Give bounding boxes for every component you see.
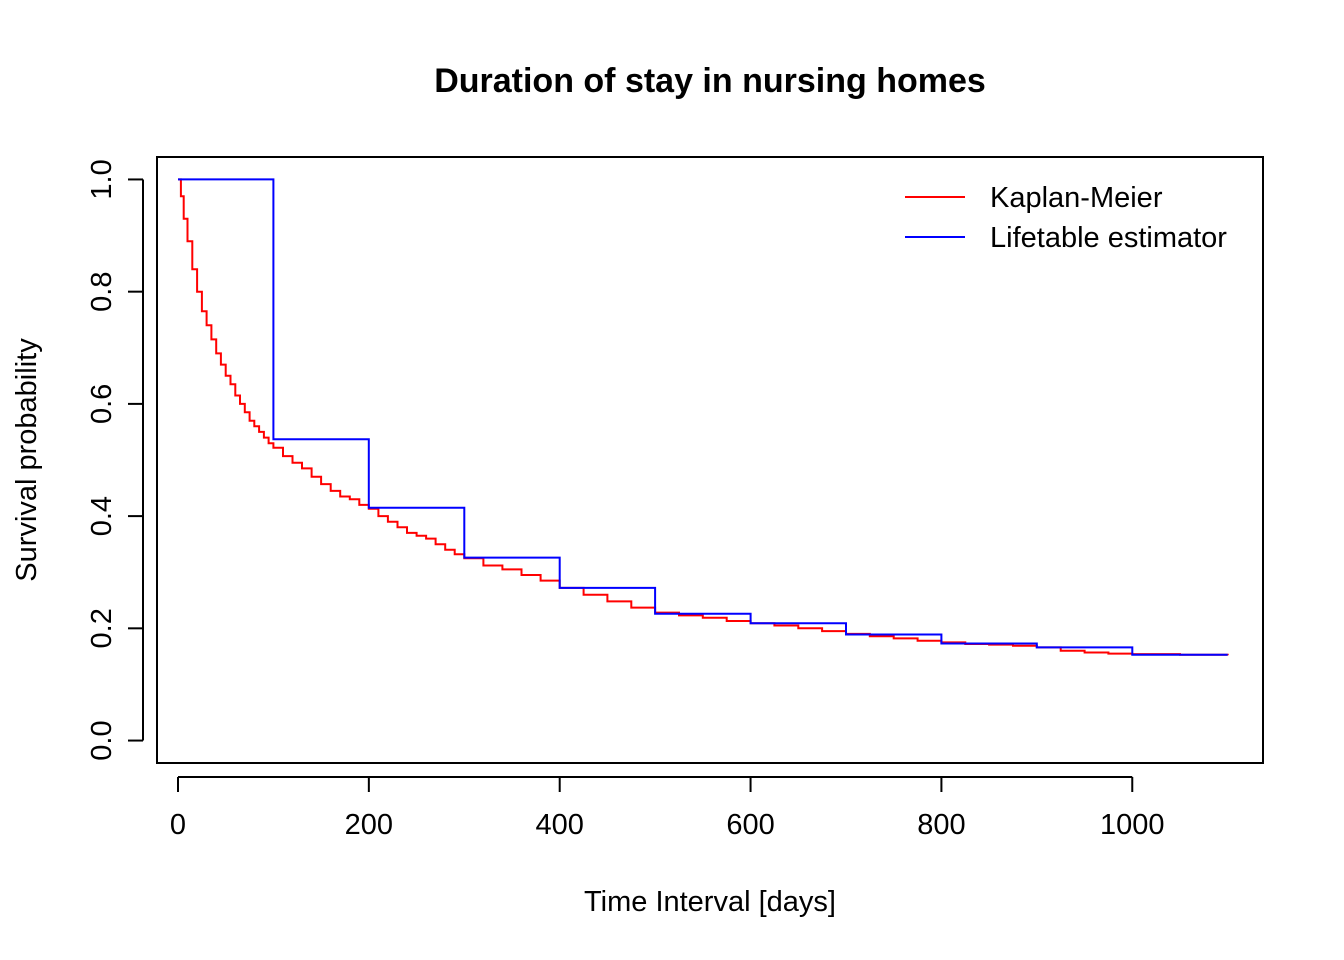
y-tick-label: 0.0	[86, 720, 118, 760]
y-axis-title: Survival probability	[11, 338, 43, 582]
y-tick-label: 0.6	[86, 384, 118, 424]
legend-label-lifetable-estimator: Lifetable estimator	[990, 222, 1227, 254]
axes-group: 0 200 400 600 800 1000 0.0 0.2 0.4 0.6 0.8 1.0	[86, 159, 1165, 841]
chart-title: Duration of stay in nursing homes	[434, 62, 986, 100]
legend-label-kaplan-meier: Kaplan-Meier	[990, 182, 1163, 214]
x-tick-label: 0	[170, 809, 186, 841]
x-tick-label: 800	[917, 809, 965, 841]
y-tick-label: 0.2	[86, 608, 118, 648]
plot-frame	[156, 156, 1264, 764]
x-axis-title: Time Interval [days]	[584, 886, 836, 918]
y-tick-label: 0.8	[86, 272, 118, 312]
y-tick-label: 0.4	[86, 496, 118, 536]
kaplan-meier-line	[178, 178, 1229, 656]
legend: Kaplan-Meier Lifetable estimator	[905, 182, 1227, 254]
series-group	[178, 178, 1229, 656]
x-tick-label: 600	[726, 809, 774, 841]
y-tick-label: 1.0	[86, 159, 118, 199]
x-tick-label: 400	[536, 809, 584, 841]
lifetable-estimator-line	[178, 178, 1228, 656]
x-tick-label: 1000	[1100, 809, 1165, 841]
x-tick-label: 200	[345, 809, 393, 841]
